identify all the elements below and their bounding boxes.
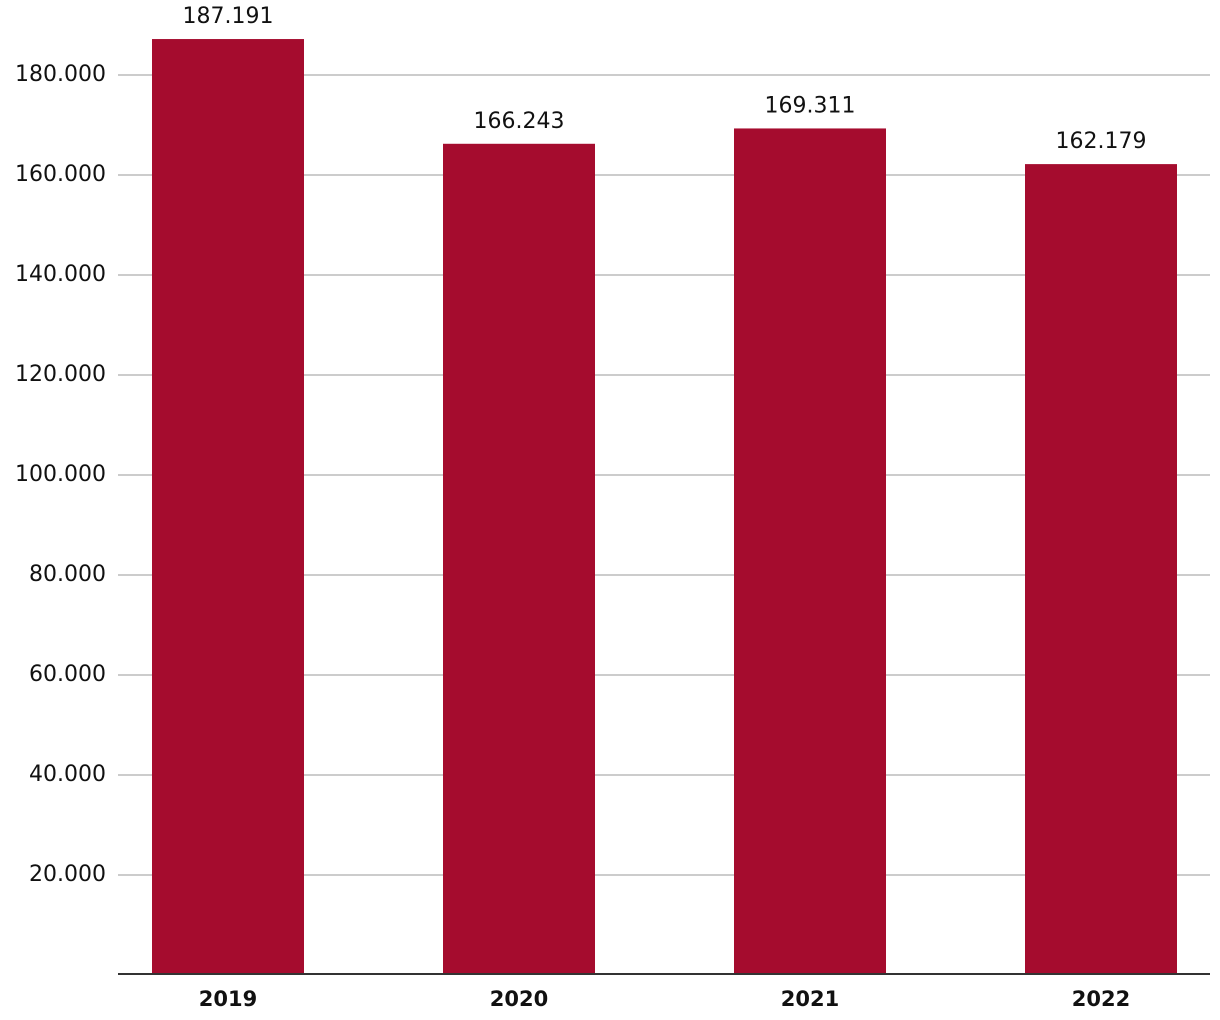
bar <box>152 39 304 976</box>
y-tick-label: 120.000 <box>15 362 106 387</box>
x-tick-label: 2022 <box>1072 987 1130 1011</box>
value-label: 187.191 <box>183 4 274 29</box>
y-tick-label: 180.000 <box>15 62 106 87</box>
y-tick-label: 100.000 <box>15 462 106 487</box>
y-tick-label: 40.000 <box>29 762 106 787</box>
x-tick-label: 2020 <box>490 987 548 1011</box>
y-tick-label: 160.000 <box>15 162 106 187</box>
bar <box>734 128 886 975</box>
y-tick-label: 80.000 <box>29 562 106 587</box>
value-label: 169.311 <box>765 93 856 118</box>
y-tick-label: 140.000 <box>15 262 106 287</box>
y-tick-label: 60.000 <box>29 662 106 687</box>
value-label: 162.179 <box>1056 129 1147 154</box>
y-tick-label: 20.000 <box>29 862 106 887</box>
bar <box>443 143 595 975</box>
bar <box>1025 164 1177 976</box>
value-label: 166.243 <box>474 109 565 134</box>
x-tick-label: 2019 <box>199 987 257 1011</box>
x-tick-label: 2021 <box>781 987 839 1011</box>
